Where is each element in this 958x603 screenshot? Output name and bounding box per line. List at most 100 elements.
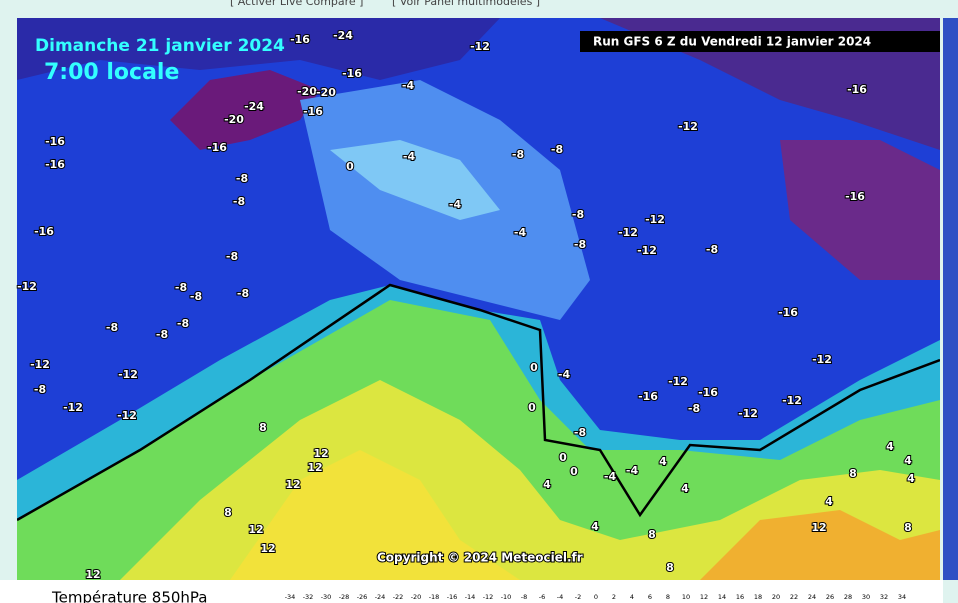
- temperature-label: 12: [285, 478, 300, 491]
- temperature-label: 4: [681, 482, 689, 495]
- temperature-label: -8: [688, 402, 700, 415]
- scale-label: -14: [465, 593, 476, 601]
- temperature-label: -16: [698, 386, 718, 399]
- temperature-label: -12: [645, 213, 665, 226]
- scale-label: -34: [285, 593, 296, 601]
- temperature-label: -16: [778, 306, 798, 319]
- scale-label: 30: [862, 593, 870, 601]
- scale-label: 6: [648, 593, 652, 601]
- temperature-label: -4: [402, 79, 415, 92]
- temperature-label: 0: [559, 451, 567, 464]
- temperature-label: -4: [558, 368, 571, 381]
- scale-label: -28: [339, 593, 350, 601]
- temperature-label: -24: [333, 29, 353, 42]
- run-info: Run GFS 6 Z du Vendredi 12 janvier 2024: [593, 35, 871, 49]
- temperature-label: -16: [847, 83, 867, 96]
- temperature-label: 0: [570, 465, 578, 478]
- scale-label: -12: [483, 593, 494, 601]
- footer-title: Température 850hPa: [51, 589, 208, 603]
- temperature-label: -8: [574, 238, 586, 251]
- temperature-label: -12: [17, 280, 37, 293]
- temperature-label: -16: [845, 190, 865, 203]
- temperature-label: -12: [63, 401, 83, 414]
- temperature-label: -20: [316, 86, 336, 99]
- scale-label: 18: [754, 593, 762, 601]
- temperature-label: -8: [706, 243, 718, 256]
- date: Dimanche 21 janvier 2024: [35, 36, 285, 56]
- temperature-label: -20: [224, 113, 244, 126]
- temperature-label: -16: [207, 141, 227, 154]
- scale-label: -10: [501, 593, 512, 601]
- scale-label: -2: [575, 593, 581, 601]
- scale-label: 10: [682, 593, 690, 601]
- scale-label: 14: [718, 593, 726, 601]
- temperature-label: -16: [342, 67, 362, 80]
- copyright: Copyright © 2024 Meteociel.fr: [377, 551, 583, 565]
- temperature-label: -8: [233, 195, 245, 208]
- temperature-label: -16: [303, 105, 323, 118]
- temperature-label: 12: [313, 447, 328, 460]
- temperature-label: -12: [668, 375, 688, 388]
- scale-label: -32: [303, 593, 314, 601]
- temperature-label: -24: [244, 100, 264, 113]
- scale-label: 34: [898, 593, 906, 601]
- temperature-label: -8: [572, 208, 584, 221]
- temperature-label: -8: [574, 426, 586, 439]
- temperature-label: -12: [678, 120, 698, 133]
- scale-label: -4: [557, 593, 563, 601]
- scale-label: -20: [411, 593, 422, 601]
- temperature-label: 12: [85, 568, 100, 581]
- scale-label: 26: [826, 593, 834, 601]
- scale-label: -26: [357, 593, 368, 601]
- scale-label: -30: [321, 593, 332, 601]
- scale-label: 0: [594, 593, 598, 601]
- temperature-label: 4: [825, 495, 833, 508]
- scale-label: 4: [630, 593, 634, 601]
- temperature-label: -8: [236, 172, 248, 185]
- temperature-label: -12: [117, 409, 137, 422]
- temperature-label: 4: [659, 455, 667, 468]
- temperature-label: -16: [638, 390, 658, 403]
- scale-label: 12: [700, 593, 708, 601]
- scale-label: -18: [429, 593, 440, 601]
- scale-label: 2: [612, 593, 616, 601]
- temperature-label: -8: [175, 281, 187, 294]
- temperature-label: 4: [886, 440, 894, 453]
- temperature-label: -16: [45, 135, 65, 148]
- temperature-label: 4: [904, 454, 912, 467]
- temperature-label: -12: [637, 244, 657, 257]
- scale-label: 16: [736, 593, 744, 601]
- temperature-label: 4: [907, 472, 915, 485]
- temperature-label: -4: [449, 198, 462, 211]
- scale-label: 24: [808, 593, 816, 601]
- temperature-label: -12: [118, 368, 138, 381]
- temperature-label: 0: [530, 361, 538, 374]
- temperature-label: -8: [551, 143, 563, 156]
- temperature-label: -16: [45, 158, 65, 171]
- scale-label: -6: [539, 593, 545, 601]
- link[interactable]: [ Activer Live Compare ]: [230, 0, 363, 8]
- temperature-label: -4: [604, 470, 617, 483]
- temperature-label: -20: [297, 85, 317, 98]
- temperature-label: 8: [904, 521, 912, 534]
- scale-label: 22: [790, 593, 798, 601]
- temperature-label: 8: [849, 467, 857, 480]
- temperature-label: -8: [177, 317, 189, 330]
- link[interactable]: [ Voir Panel multimodèles ]: [392, 0, 540, 8]
- temperature-label: -12: [470, 40, 490, 53]
- temperature-label: -16: [290, 33, 310, 46]
- temperature-label: 8: [259, 421, 267, 434]
- temperature-label: 8: [666, 561, 674, 574]
- temperature-label: -12: [782, 394, 802, 407]
- scale-label: 20: [772, 593, 780, 601]
- temperature-label: -8: [226, 250, 238, 263]
- temperature-label: 12: [307, 461, 322, 474]
- temperature-label: -12: [618, 226, 638, 239]
- scale-label: -22: [393, 593, 404, 601]
- temperature-label: 4: [591, 520, 599, 533]
- temperature-label: 0: [528, 401, 536, 414]
- temperature-label: 8: [648, 528, 656, 541]
- temperature-label: 12: [811, 521, 826, 534]
